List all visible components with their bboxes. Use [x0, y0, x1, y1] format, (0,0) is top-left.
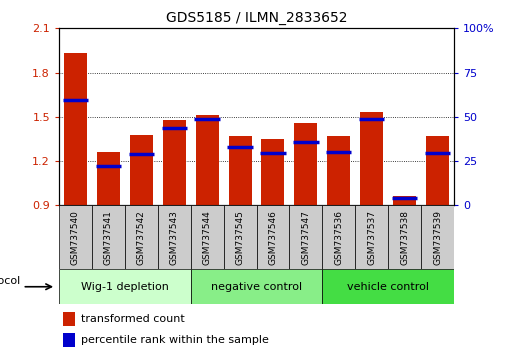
- Bar: [125, 205, 158, 269]
- Bar: [63, 333, 75, 347]
- Text: GSM737544: GSM737544: [203, 210, 212, 265]
- Bar: [63, 312, 75, 326]
- Bar: [426, 136, 449, 205]
- Bar: [322, 205, 355, 269]
- Text: GSM737536: GSM737536: [334, 210, 343, 266]
- Bar: [262, 139, 285, 205]
- Text: GSM737538: GSM737538: [400, 210, 409, 266]
- Text: GSM737543: GSM737543: [170, 210, 179, 265]
- Bar: [59, 205, 92, 269]
- Text: GSM737540: GSM737540: [71, 210, 80, 265]
- Text: GSM737542: GSM737542: [137, 210, 146, 265]
- Title: GDS5185 / ILMN_2833652: GDS5185 / ILMN_2833652: [166, 11, 347, 24]
- Bar: [228, 136, 251, 205]
- Bar: [360, 113, 383, 205]
- Text: GSM737541: GSM737541: [104, 210, 113, 265]
- Bar: [393, 196, 416, 205]
- Text: protocol: protocol: [0, 276, 21, 286]
- Text: GSM737545: GSM737545: [235, 210, 245, 265]
- Bar: [59, 269, 191, 304]
- Text: GSM737537: GSM737537: [367, 210, 376, 266]
- Bar: [163, 120, 186, 205]
- Text: transformed count: transformed count: [81, 314, 185, 324]
- Bar: [388, 205, 421, 269]
- Text: negative control: negative control: [211, 282, 302, 292]
- Bar: [92, 205, 125, 269]
- Bar: [224, 205, 256, 269]
- Text: Wig-1 depletion: Wig-1 depletion: [81, 282, 169, 292]
- Bar: [322, 269, 454, 304]
- Bar: [195, 115, 219, 205]
- Bar: [421, 205, 454, 269]
- Bar: [256, 205, 289, 269]
- Bar: [97, 152, 120, 205]
- Bar: [130, 135, 153, 205]
- Bar: [191, 269, 322, 304]
- Text: vehicle control: vehicle control: [347, 282, 429, 292]
- Bar: [158, 205, 191, 269]
- Bar: [289, 205, 322, 269]
- Text: GSM737547: GSM737547: [301, 210, 310, 265]
- Text: GSM737539: GSM737539: [433, 210, 442, 266]
- Bar: [64, 53, 87, 205]
- Text: GSM737546: GSM737546: [268, 210, 278, 265]
- Bar: [294, 123, 318, 205]
- Bar: [327, 136, 350, 205]
- Text: percentile rank within the sample: percentile rank within the sample: [81, 335, 269, 345]
- Bar: [191, 205, 224, 269]
- Bar: [355, 205, 388, 269]
